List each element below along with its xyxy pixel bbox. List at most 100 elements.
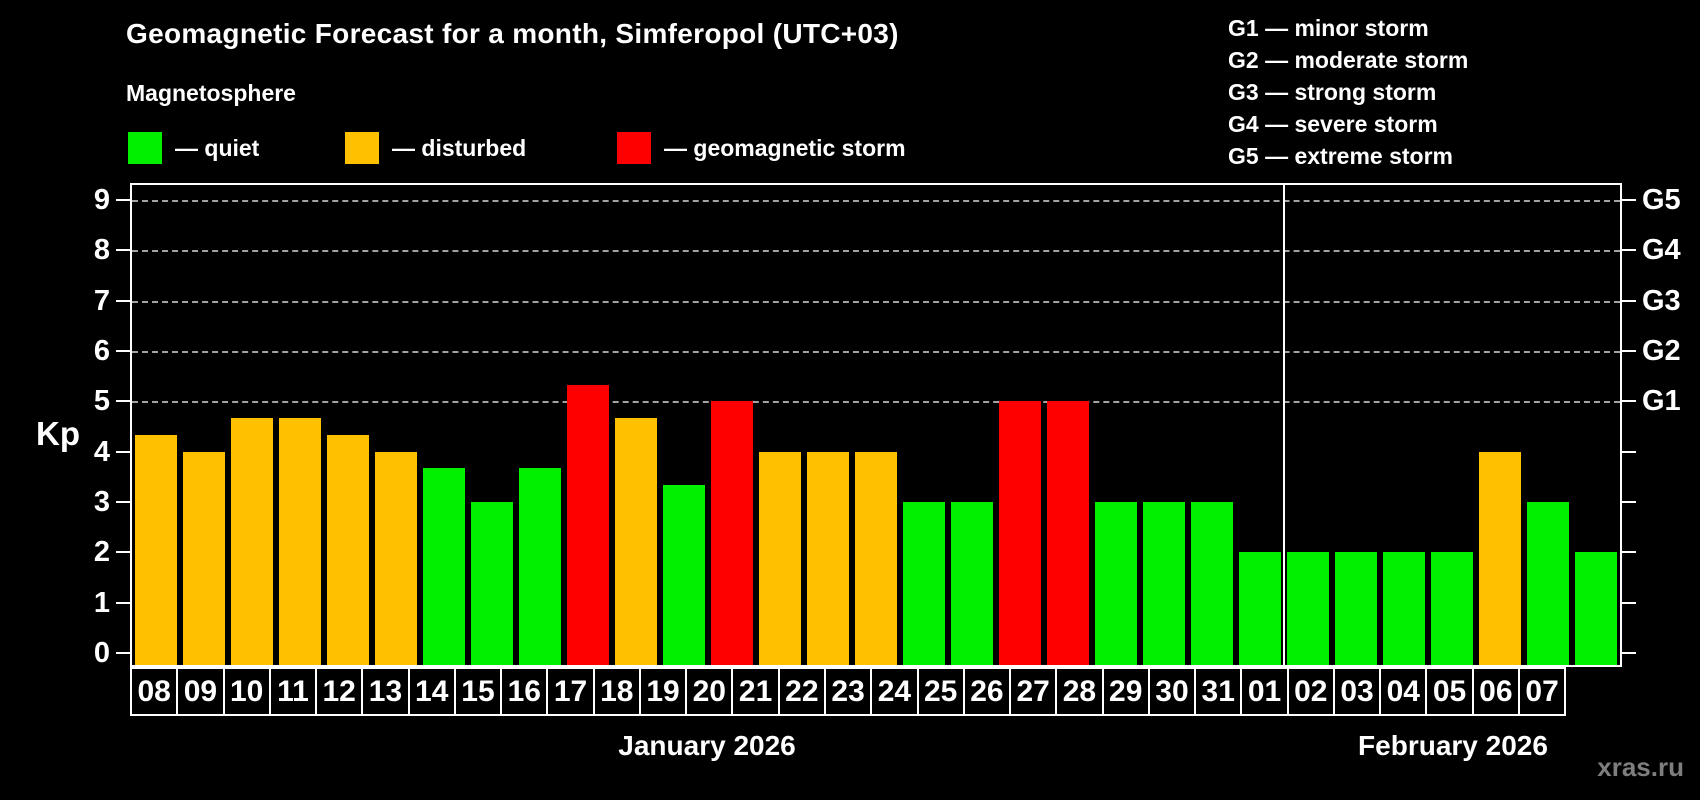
- y-tick-label-5: 5: [93, 385, 110, 418]
- day-label-cell-02: 02: [1286, 667, 1335, 716]
- day-label-cell-25: 25: [916, 667, 965, 716]
- day-label-cell-14: 14: [407, 667, 456, 716]
- y-tick-label-7: 7: [93, 284, 110, 317]
- bar-day-15: [471, 502, 513, 665]
- bar-day-13: [375, 451, 417, 665]
- bar-day-22: [807, 451, 849, 665]
- gridline-kp7: [132, 300, 1620, 303]
- plot-area: 0 1 2 3 4 5 6 7 8 9 G1 G2 G3 G4 G5: [94, 183, 1681, 669]
- page-title: Geomagnetic Forecast for a month, Simfer…: [126, 18, 899, 49]
- y-tick-right-6: [1622, 350, 1636, 353]
- gridline-kp9: [132, 200, 1620, 203]
- magnetosphere-legend: — quiet — disturbed — geomagnetic storm: [0, 131, 1700, 167]
- gridline-kp5: [132, 401, 1620, 404]
- quiet-swatch: [128, 132, 162, 164]
- storm-swatch: [617, 132, 651, 164]
- y-tick-right-8: [1622, 249, 1636, 252]
- day-label-cell-26: 26: [962, 667, 1012, 716]
- day-label-cell-04: 04: [1379, 667, 1428, 716]
- disturbed-swatch: [345, 132, 379, 164]
- day-label-cell-15: 15: [453, 667, 503, 716]
- legend-label-disturbed: — disturbed: [392, 134, 527, 161]
- bar-day-10: [231, 417, 273, 665]
- bar-day-23: [855, 451, 897, 665]
- y-tick-left-9: [116, 199, 130, 202]
- bar-day-18: [615, 417, 657, 665]
- legend-disturbed: — disturbed: [345, 131, 526, 165]
- y-tick-left-5: [116, 400, 130, 403]
- y-tick-left-2: [116, 551, 130, 554]
- bar-day-06: [1527, 502, 1569, 665]
- day-label-cell-01: 01: [1240, 667, 1289, 716]
- subtitle-magnetosphere: Magnetosphere: [126, 80, 296, 106]
- day-label-cell-30: 30: [1147, 667, 1197, 716]
- y-tick-right-7: [1622, 299, 1636, 302]
- month-label-january: January 2026: [618, 730, 796, 761]
- y-tick-left-3: [116, 501, 130, 503]
- bar-day-31: [1239, 552, 1281, 665]
- month-separator: [1283, 185, 1285, 665]
- y-tick-left-7: [116, 299, 130, 302]
- day-label-cell-07: 07: [1517, 667, 1567, 716]
- g-axis-label-G4: G4: [1642, 234, 1681, 267]
- watermark-xras: xras.ru: [1597, 752, 1684, 782]
- y-tick-label-8: 8: [93, 234, 110, 267]
- bar-day-19: [663, 485, 705, 665]
- bar-day-07: [1575, 552, 1617, 665]
- bar-day-28: [1095, 502, 1137, 665]
- day-label-cell-17: 17: [546, 667, 595, 716]
- day-label-cell-24: 24: [870, 667, 919, 716]
- bar-day-05: [1479, 451, 1521, 665]
- day-label-cell-27: 27: [1009, 667, 1058, 716]
- storm-scale-line-5: G5 — extreme storm: [1228, 143, 1453, 169]
- y-tick-label-9: 9: [93, 184, 110, 217]
- y-tick-label-1: 1: [93, 586, 110, 619]
- bar-day-25: [951, 502, 993, 665]
- y-tick-right-0: [1622, 652, 1636, 654]
- day-label-cell-08: 08: [130, 667, 179, 716]
- y-tick-left-4: [116, 450, 130, 453]
- bar-day-11: [279, 417, 321, 665]
- day-label-cell-13: 13: [361, 667, 410, 716]
- y-tick-right-4: [1622, 450, 1636, 453]
- y-tick-right-1: [1622, 601, 1636, 604]
- bar-day-04: [1431, 552, 1473, 665]
- day-label-row: 08 09 10 11 12 13 14 15 16 17 18 19 20 21 22 23 24 25 26 27…: [130, 667, 1567, 716]
- bar-day-24: [903, 502, 945, 665]
- kp-axis-label: Kp: [36, 415, 80, 452]
- day-label-cell-31: 31: [1194, 667, 1243, 716]
- g-axis-label-G2: G2: [1642, 335, 1681, 368]
- day-label-cell-06: 06: [1471, 667, 1520, 716]
- y-tick-right-5: [1622, 400, 1636, 403]
- y-tick-right-9: [1622, 199, 1636, 202]
- legend-storm: — geomagnetic storm: [617, 131, 906, 165]
- y-tick-right-3: [1622, 501, 1636, 503]
- storm-scale-line-3: G3 — strong storm: [1228, 79, 1437, 105]
- storm-scale-legend: G1 — minor storm G2 — moderate storm G3 — …: [1228, 12, 1468, 172]
- day-label-cell-18: 18: [592, 667, 641, 716]
- day-label-cell-05: 05: [1425, 667, 1474, 716]
- bar-day-09: [183, 451, 225, 665]
- y-tick-left-0: [116, 652, 130, 654]
- day-label-cell-29: 29: [1101, 667, 1150, 716]
- day-label-cell-28: 28: [1055, 667, 1104, 716]
- bar-day-26: [999, 401, 1041, 665]
- day-label-cell-21: 21: [731, 667, 780, 716]
- day-label-cell-12: 12: [315, 667, 364, 716]
- g-axis-label-G5: G5: [1642, 184, 1681, 217]
- day-label-cell-11: 11: [268, 667, 318, 716]
- bar-day-20: [711, 401, 753, 665]
- legend-label-quiet: — quiet: [175, 134, 260, 161]
- day-label-cell-22: 22: [777, 667, 826, 716]
- day-label-cell-03: 03: [1332, 667, 1382, 716]
- bar-day-21: [759, 451, 801, 665]
- storm-scale-line-4: G4 — severe storm: [1228, 111, 1438, 137]
- bar-day-01: [1287, 552, 1329, 665]
- y-tick-label-3: 3: [93, 486, 110, 518]
- bar-day-02: [1335, 552, 1377, 665]
- day-label-cell-16: 16: [500, 667, 549, 716]
- bar-day-16: [519, 468, 561, 665]
- legend-label-storm: — geomagnetic storm: [664, 134, 906, 161]
- bar-day-30: [1191, 502, 1233, 665]
- bar-day-08: [135, 435, 177, 665]
